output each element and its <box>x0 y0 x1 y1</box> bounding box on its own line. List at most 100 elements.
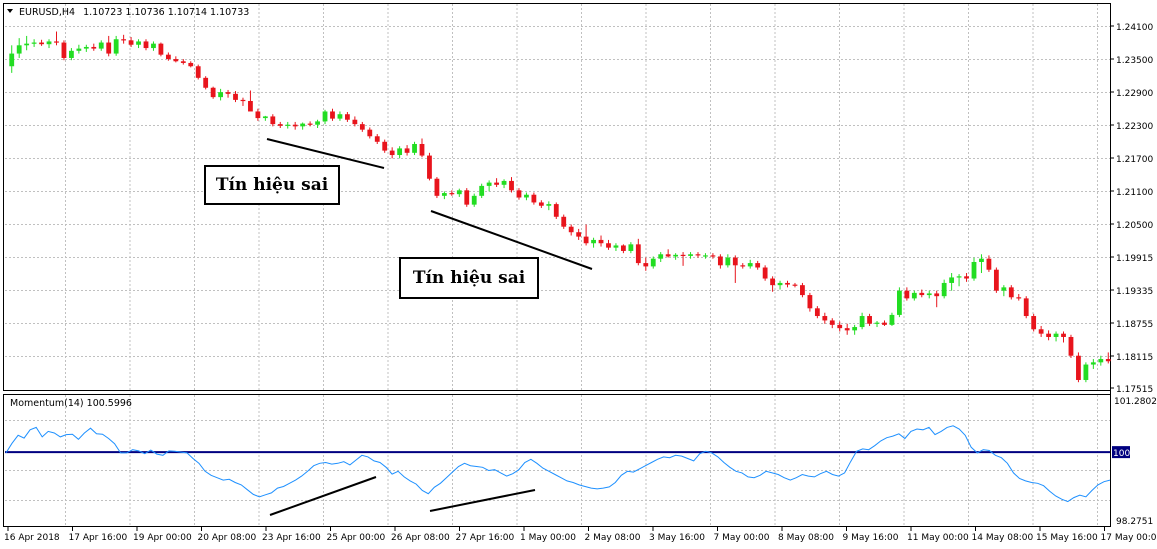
time-axis-label: 15 May 16:00 <box>1036 533 1098 543</box>
candle <box>479 183 485 199</box>
candle <box>665 249 671 258</box>
candle-body <box>762 267 768 279</box>
candle <box>695 252 701 258</box>
candle <box>859 312 865 330</box>
candle <box>747 259 753 269</box>
candle <box>553 202 559 219</box>
candle <box>389 147 395 159</box>
candle-body <box>9 53 15 67</box>
candle <box>658 252 664 262</box>
candle-body <box>531 194 537 203</box>
candle-body <box>367 129 373 137</box>
candle-body <box>703 255 708 257</box>
candle <box>106 35 112 57</box>
candle-body <box>509 180 514 191</box>
candle-body <box>591 239 596 244</box>
candle <box>531 192 537 205</box>
candle <box>121 34 127 44</box>
candle-body <box>434 178 440 196</box>
annotation-box-2: Tín hiệu sai <box>399 257 539 299</box>
candle <box>270 114 276 127</box>
candle-body <box>158 43 164 55</box>
candle-body <box>814 308 820 317</box>
candle <box>456 188 462 197</box>
candle-body <box>725 257 731 266</box>
candle-body <box>695 254 701 256</box>
candle-body <box>941 282 947 297</box>
candle-body <box>106 42 112 54</box>
candle-body <box>128 40 134 45</box>
candle <box>434 177 440 199</box>
candle-body <box>740 265 746 267</box>
level-value-badge <box>1112 446 1130 459</box>
time-axis-label: 27 Apr 16:00 <box>456 533 515 543</box>
candle <box>449 190 455 196</box>
candle-body <box>233 93 238 100</box>
candle-body <box>91 46 97 49</box>
candle <box>54 31 59 46</box>
price-axis-label: 1.19915 <box>1116 254 1153 264</box>
candle <box>1016 293 1022 301</box>
candle-body <box>680 254 686 257</box>
candle <box>546 201 552 211</box>
candle <box>1046 330 1051 341</box>
candle <box>113 35 119 56</box>
candle <box>374 134 380 144</box>
candle-body <box>792 284 798 286</box>
price-trendline-1 <box>266 138 385 169</box>
price-axis-label: 1.23500 <box>1116 56 1153 66</box>
candle <box>904 287 910 301</box>
candle <box>889 312 895 326</box>
candle <box>673 253 679 260</box>
candle-body <box>24 43 30 46</box>
price-axis-label: 1.18755 <box>1116 320 1153 330</box>
candle-body <box>993 269 999 291</box>
triangle-down-icon[interactable] <box>7 9 13 13</box>
price-axis-label: 1.21700 <box>1116 155 1153 165</box>
momentum-line <box>5 425 1111 503</box>
candle <box>330 108 335 121</box>
candle-body <box>785 282 790 285</box>
candle-body <box>292 124 298 127</box>
candle-body <box>1008 287 1014 298</box>
candle <box>755 260 761 270</box>
candle-body <box>61 42 67 58</box>
candle-body <box>203 77 209 88</box>
candle-body <box>46 41 52 45</box>
candle <box>710 253 716 259</box>
candle-body <box>665 254 671 257</box>
momentum-series <box>5 425 1111 503</box>
candle <box>1008 285 1014 300</box>
candle <box>233 91 238 103</box>
candle <box>613 243 619 251</box>
candle-body <box>747 263 753 267</box>
candle-body <box>412 143 417 153</box>
candle-body <box>441 193 447 196</box>
candle-body <box>635 244 641 264</box>
candle-body <box>979 258 984 262</box>
candle <box>956 274 962 287</box>
candle <box>725 254 731 268</box>
candle <box>1105 352 1111 364</box>
candle-body <box>315 121 320 125</box>
candle <box>844 323 850 335</box>
candle <box>635 238 641 266</box>
candle <box>292 121 298 130</box>
candle-body <box>16 45 22 54</box>
candle <box>979 254 984 274</box>
candle-body <box>345 114 350 120</box>
candle-body <box>628 244 634 251</box>
candle-body <box>165 54 171 60</box>
candle <box>650 256 656 269</box>
candle-body <box>330 111 335 119</box>
candle-body <box>225 92 231 94</box>
candle-body <box>143 41 149 49</box>
candle <box>1053 331 1059 342</box>
candle-body <box>1098 359 1104 363</box>
candle <box>926 290 932 299</box>
candle-body <box>673 254 679 257</box>
candle-body <box>1023 298 1029 317</box>
candle-body <box>397 148 403 156</box>
candle-body <box>486 182 492 186</box>
